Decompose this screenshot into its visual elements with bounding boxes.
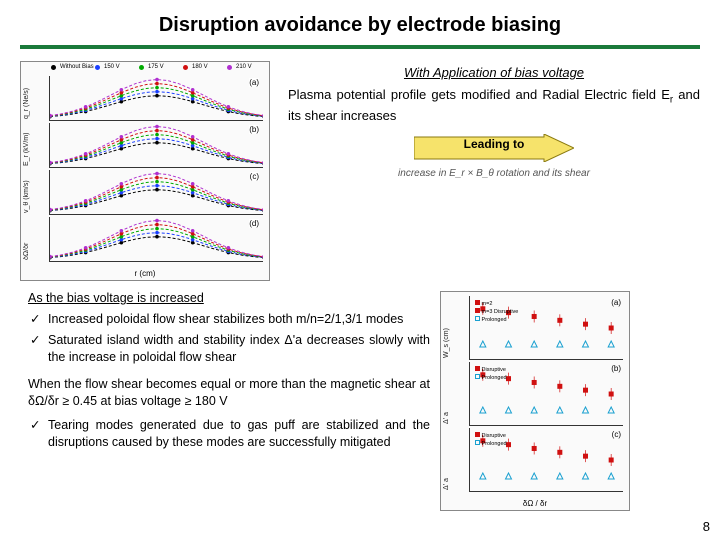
upper-row: Without Bias150 V175 V180 V210 Vq_r (Ne/… bbox=[0, 57, 720, 281]
subtitle: With Application of bias voltage bbox=[288, 65, 700, 80]
arrow: Leading to bbox=[414, 134, 574, 162]
bullet-item: Increased poloidal flow shear stabilizes… bbox=[28, 311, 430, 328]
arrow-label: Leading to bbox=[414, 137, 574, 151]
intro-block: With Application of bias voltage Plasma … bbox=[288, 61, 700, 281]
intro-text: Plasma potential profile gets modified a… bbox=[288, 86, 700, 124]
intro-text-1: Plasma potential profile gets modified a… bbox=[288, 87, 670, 102]
lower-section: As the bias voltage is increased Increas… bbox=[0, 281, 720, 511]
bullet-list-2: Tearing modes generated due to gas puff … bbox=[28, 417, 430, 451]
bullet-item: Tearing modes generated due to gas puff … bbox=[28, 417, 430, 451]
left-chart: Without Bias150 V175 V180 V210 Vq_r (Ne/… bbox=[20, 61, 270, 281]
title-underline bbox=[20, 45, 700, 49]
page-title: Disruption avoidance by electrode biasin… bbox=[0, 0, 720, 45]
formula-text: increase in E_r × B_θ rotation and its s… bbox=[288, 168, 700, 179]
mid-para: When the flow shear becomes equal or mor… bbox=[28, 376, 430, 410]
page-number: 8 bbox=[703, 519, 710, 534]
lower-text: As the bias voltage is increased Increas… bbox=[28, 291, 430, 511]
right-chart: W_s (cm)(a) m=2 m=3 Disruptive Prolonged… bbox=[440, 291, 630, 511]
bullet-item: Saturated island width and stability ind… bbox=[28, 332, 430, 366]
bullet-list-1: Increased poloidal flow shear stabilizes… bbox=[28, 311, 430, 366]
heading2: As the bias voltage is increased bbox=[28, 291, 430, 305]
